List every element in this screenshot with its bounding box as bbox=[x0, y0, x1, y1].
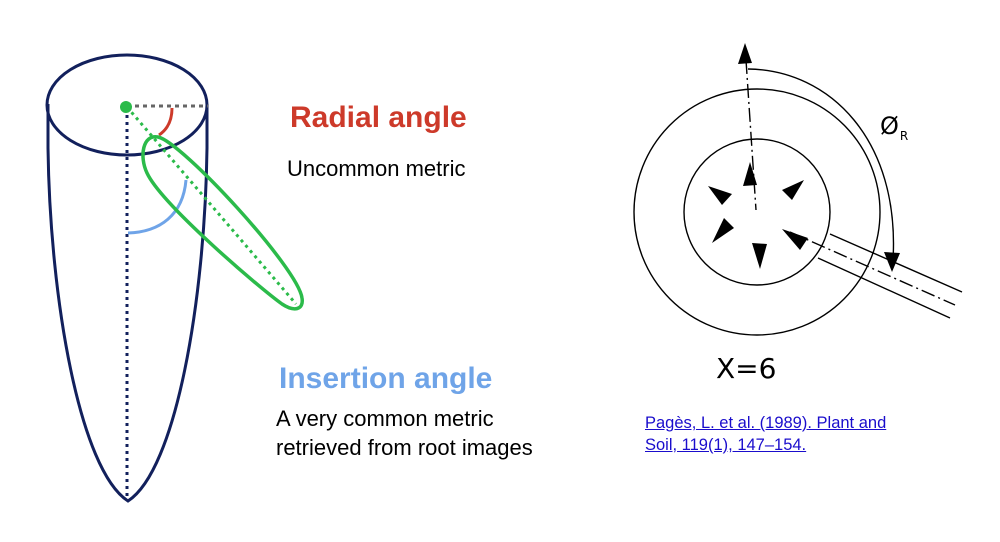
root-strip-center bbox=[789, 231, 956, 306]
root-strip-upper bbox=[829, 233, 963, 293]
cylinder-body bbox=[46, 104, 209, 503]
lateral-root-axis bbox=[125, 106, 298, 305]
radial-arrow-2 bbox=[782, 180, 804, 200]
radial-arrow-5 bbox=[752, 243, 767, 269]
insertion-angle-arc bbox=[127, 179, 188, 235]
radial-arrow-1 bbox=[743, 162, 757, 186]
top-arrowhead bbox=[738, 43, 752, 64]
phi-symbol: Ø bbox=[880, 112, 899, 140]
inner-circle bbox=[683, 138, 831, 286]
radial-arrow-3 bbox=[708, 186, 732, 205]
phi-r-label: ØR bbox=[880, 112, 909, 143]
radial-angle-arc bbox=[158, 107, 174, 137]
root-strip-lower bbox=[817, 257, 951, 319]
insertion-angle-title: Insertion angle bbox=[279, 362, 493, 395]
lateral-root-outline bbox=[141, 135, 304, 311]
phi-angle-arc bbox=[747, 68, 895, 261]
radial-arrow-6 bbox=[782, 229, 808, 250]
reference-line bbox=[745, 59, 757, 211]
radial-angle-title: Radial angle bbox=[290, 101, 467, 134]
origin-dot bbox=[120, 101, 132, 113]
phi-subscript: R bbox=[899, 129, 909, 143]
insertion-angle-description: A very common metric retrieved from root… bbox=[276, 406, 533, 460]
radial-arrow-4 bbox=[712, 218, 734, 243]
citation-link[interactable]: Pagès, L. et al. (1989). Plant and Soil,… bbox=[645, 414, 887, 454]
x-count-label: X=6 bbox=[716, 352, 777, 385]
radial-angle-description: Uncommon metric bbox=[287, 156, 466, 181]
arc-arrowhead bbox=[884, 252, 900, 272]
outer-circle bbox=[633, 88, 881, 336]
